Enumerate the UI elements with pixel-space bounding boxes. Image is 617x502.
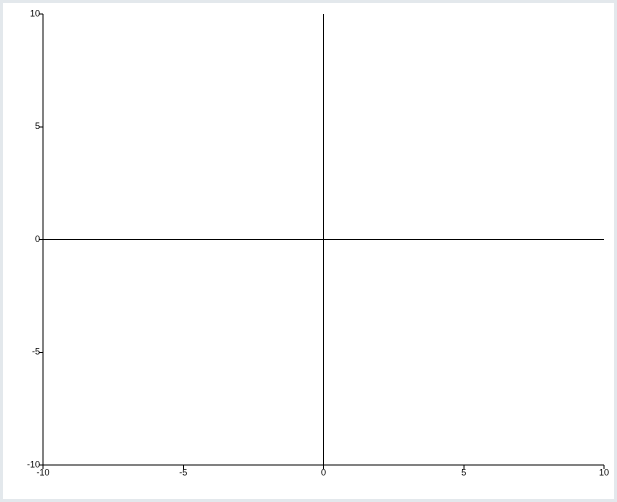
x-tick-label: 0 [321, 467, 326, 477]
y-tick-label: 10 [30, 8, 40, 18]
x-tick-label: 5 [461, 467, 466, 477]
x-tick-label: -5 [179, 467, 187, 477]
x-tick-label: 10 [599, 467, 609, 477]
y-tick-label: -10 [27, 459, 40, 469]
tick-labels: -10 -5 0 5 10 -10 -5 0 5 10 [27, 8, 609, 477]
ticks [39, 13, 605, 469]
axes [42, 14, 604, 466]
y-tick-label: 5 [35, 121, 40, 131]
x-tick-label: -10 [36, 467, 49, 477]
y-tick-label: 0 [35, 234, 40, 244]
y-tick-label: -5 [32, 347, 40, 357]
